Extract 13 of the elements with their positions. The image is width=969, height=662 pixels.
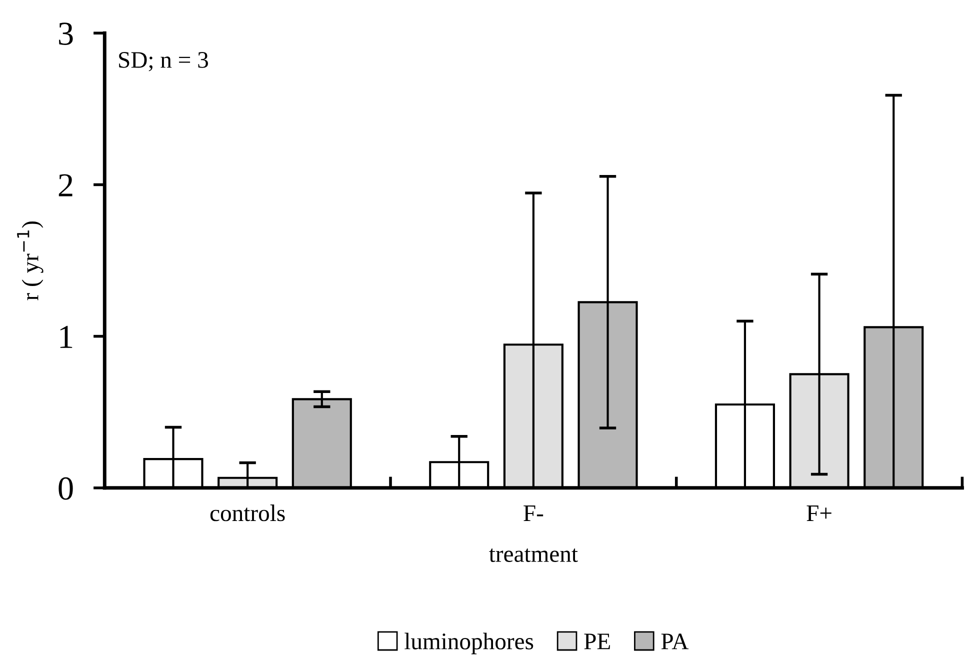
y-tick-label: 1 — [60, 326, 72, 348]
x-axis-title: treatment — [489, 548, 578, 562]
x-tick-label: F+ — [806, 505, 832, 521]
y-axis-title: r ( yr$^{−1}$) — [17, 221, 44, 300]
legend-label: luminophores — [404, 632, 534, 654]
legend-label: PA — [661, 634, 689, 650]
legend-label: PE — [584, 634, 610, 650]
y-tick-label: 0 — [58, 477, 73, 500]
x-tick-label: F- — [524, 505, 544, 521]
x-tick-label: controls — [210, 504, 285, 522]
y-tick-label: 2 — [58, 174, 72, 196]
y-tick-label: 3 — [59, 22, 73, 45]
annotation: SD; n = 3 — [119, 52, 208, 72]
